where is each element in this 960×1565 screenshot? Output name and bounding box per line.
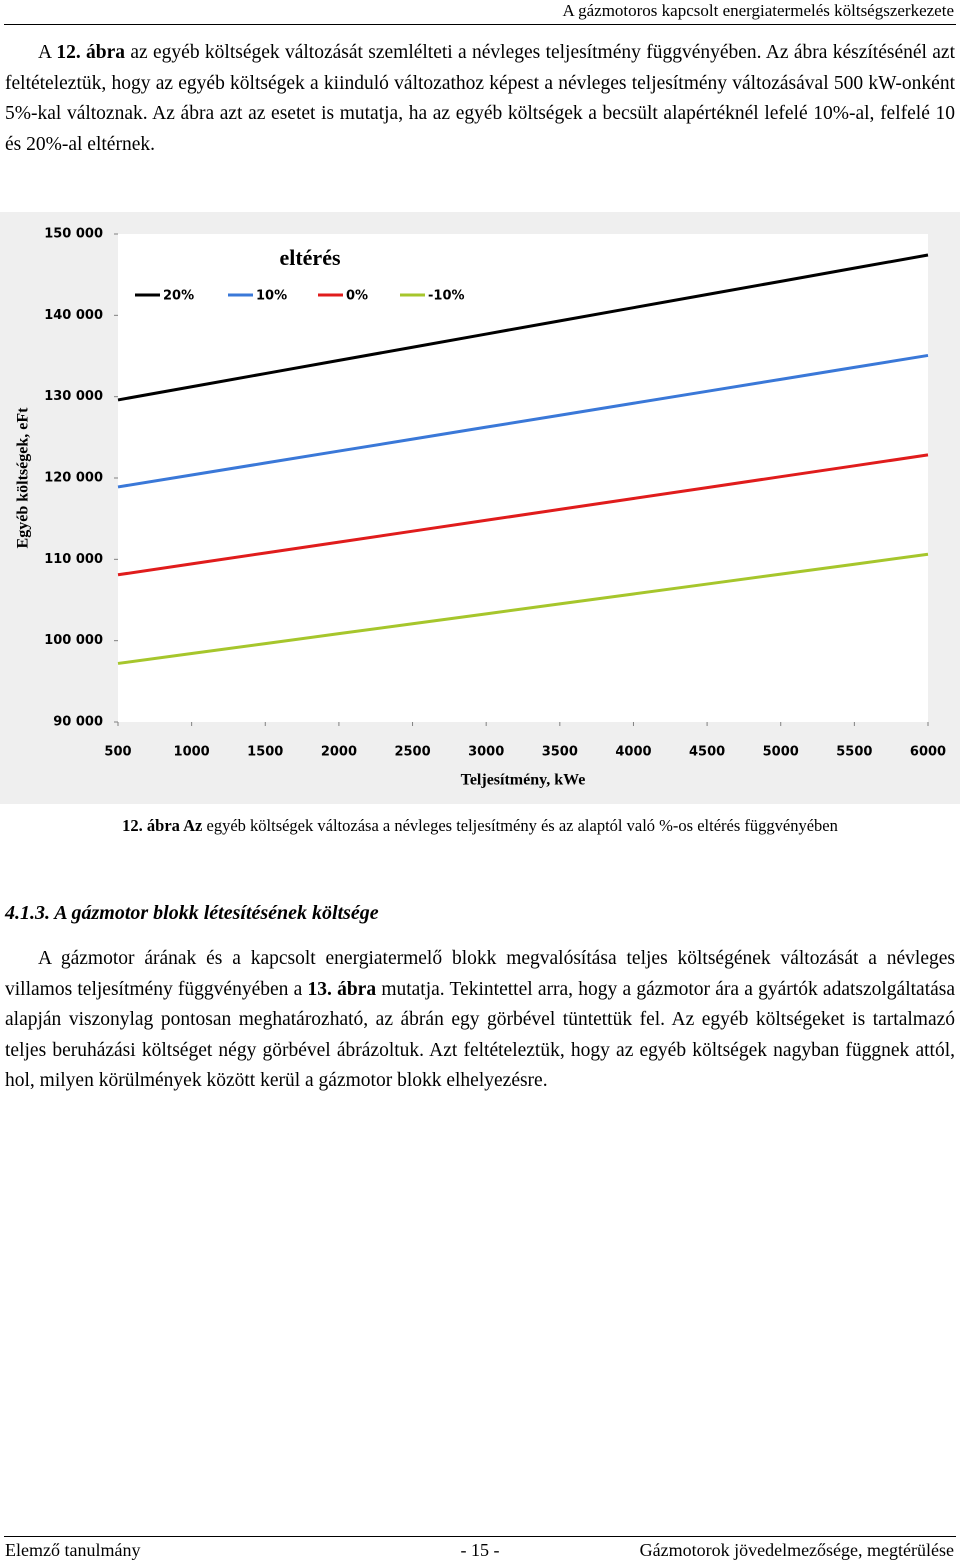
text: A gázmotor árának és a kapcsolt energiat… [5, 948, 955, 1000]
text: mutatja. Tekintettel arra, hogy a gázmot… [5, 978, 956, 1092]
x-axis-title: Teljesítmény, kWe [461, 772, 586, 789]
footer-rule [4, 1536, 956, 1537]
series-line [117, 453, 929, 577]
x-tick-label: 2500 [394, 745, 430, 760]
section-heading: 4.1.3. A gázmotor blokk létesítésének kö… [5, 902, 379, 924]
y-tick-label: 130 000 [44, 389, 103, 404]
footer-page-number: - 15 - [460, 1540, 500, 1560]
series-line [117, 253, 929, 402]
legend-label: 10% [256, 289, 287, 304]
x-tick-label: 5500 [836, 745, 872, 760]
x-tick-label: 2000 [321, 745, 357, 760]
y-tick-label: 140 000 [44, 308, 103, 323]
plot-area [118, 234, 928, 722]
paragraph: A 12. ábra az egyéb költségek változását… [5, 38, 955, 160]
header-rule [4, 24, 956, 25]
x-tick-label: 3000 [468, 745, 504, 760]
x-tick-label: 1000 [174, 745, 210, 760]
y-tick-label: 90 000 [53, 715, 103, 730]
y-tick-label: 100 000 [44, 633, 103, 648]
x-tick-label: 4500 [689, 745, 725, 760]
x-tick-label: 1500 [247, 745, 283, 760]
series-line [117, 353, 929, 489]
text: A [38, 42, 57, 63]
text: az egyéb költségek változását szemléltet… [5, 42, 955, 155]
paragraph: A gázmotor árának és a kapcsolt energiat… [5, 944, 955, 1097]
figure-caption: 12. ábra Az egyéb költségek változása a … [0, 816, 960, 836]
y-tick-label: 150 000 [44, 227, 103, 242]
legend-label: 0% [346, 289, 368, 304]
x-tick-label: 4000 [615, 745, 651, 760]
series-line [117, 552, 929, 665]
figure-ref: 12. ábra [56, 42, 126, 63]
y-tick-label: 110 000 [44, 552, 103, 567]
running-header: A gázmotoros kapcsolt energiatermelés kö… [562, 1, 954, 20]
x-tick-label: 3500 [542, 745, 578, 760]
x-tick-label: 6000 [910, 745, 946, 760]
legend-label: -10% [428, 289, 465, 304]
footer-left: Elemző tanulmány [5, 1540, 141, 1560]
chart: eltérés Teljesítmény, kWe Egyéb költsége… [0, 212, 960, 804]
caption-text: egyéb költségek változása a névleges tel… [202, 816, 838, 835]
legend-label: 20% [163, 289, 194, 304]
y-tick-label: 120 000 [44, 471, 103, 486]
footer-right: Gázmotorok jövedelmezősége, megtérülése [639, 1540, 954, 1560]
x-tick-label: 5000 [763, 745, 799, 760]
legend-title: eltérés [279, 245, 340, 270]
figure-ref: 13. ábra [307, 978, 377, 1000]
x-tick-label: 500 [104, 745, 131, 760]
y-axis-title: Egyéb költségek, eFt [15, 407, 32, 549]
caption-label: 12. ábra Az [122, 816, 203, 835]
